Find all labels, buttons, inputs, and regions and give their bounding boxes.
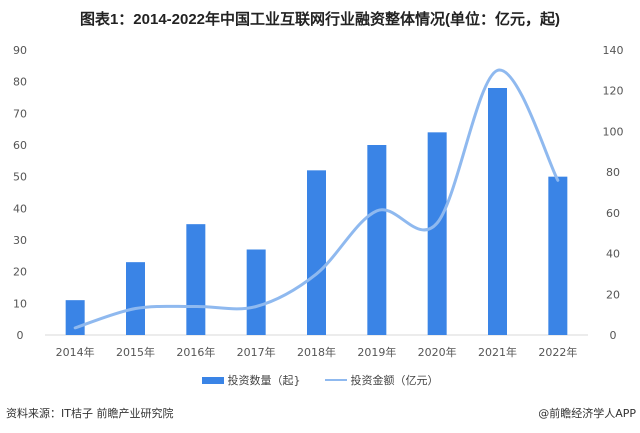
x-tick-label: 2022年 (538, 345, 577, 359)
bar-2019年 (367, 145, 387, 335)
bar-2015年 (126, 262, 145, 335)
y-left-tick-label: 20 (13, 266, 27, 279)
legend-item-line: 投资金额（亿元） (324, 372, 439, 388)
bar-2018年 (307, 170, 326, 335)
x-tick-label: 2014年 (56, 345, 95, 359)
x-tick-label: 2018年 (297, 345, 336, 359)
y-left-tick-label: 70 (13, 107, 27, 120)
legend-label-bar: 投资数量（起} (227, 374, 301, 387)
bar-2014年 (65, 300, 85, 335)
x-tick-label: 2016年 (176, 345, 215, 359)
x-tick-label: 2021年 (478, 345, 517, 359)
legend-swatch-bar (201, 376, 224, 384)
y-left-tick-label: 80 (13, 76, 27, 89)
y-left-tick-label: 60 (13, 139, 27, 152)
y-left-tick-label: 50 (13, 171, 27, 184)
y-right-tick-label: 0 (610, 329, 617, 342)
y-left-tick-label: 10 (13, 297, 27, 310)
y-left-tick-label: 30 (13, 234, 27, 247)
y-left-tick-label: 0 (17, 329, 24, 342)
legend: 投资数量（起} 投资金额（亿元） (0, 372, 640, 388)
x-tick-label: 2015年 (116, 345, 155, 359)
line-investment-amount (73, 68, 560, 330)
legend-swatch-line (324, 379, 347, 381)
y-right-tick-label: 40 (606, 248, 620, 261)
credit: @前瞻经济学人APP (538, 407, 636, 420)
bar-2016年 (186, 224, 206, 335)
legend-label-line: 投资金额（亿元） (350, 374, 439, 387)
y-right-tick-label: 100 (603, 125, 624, 138)
chart-title: 图表1：2014-2022年中国工业互联网行业融资整体情况(单位：亿元，起) (79, 11, 561, 28)
x-tick-label: 2020年 (418, 345, 457, 359)
bar-2017年 (246, 249, 266, 335)
x-tick-label: 2017年 (237, 345, 276, 359)
y-right-tick-label: 80 (606, 166, 620, 179)
y-right-tick-label: 120 (603, 85, 624, 98)
bar-2020年 (427, 132, 447, 335)
chart: 0 10 20 30 40 50 60 70 80 90 0 20 40 60 80 100 120 140 201… (13, 44, 624, 359)
legend-item-bar: 投资数量（起} (201, 372, 301, 388)
bar-2022年 (548, 176, 568, 335)
y-left-tick-label: 90 (13, 44, 27, 57)
bar-2021年 (488, 88, 507, 335)
x-tick-label: 2019年 (357, 345, 396, 359)
y-left-tick-label: 40 (13, 202, 27, 215)
y-right-tick-label: 20 (606, 288, 620, 301)
y-right-tick-label: 60 (606, 207, 620, 220)
source-note: 资料来源：IT桔子 前瞻产业研究院 (6, 407, 174, 420)
y-right-tick-label: 140 (603, 44, 624, 57)
